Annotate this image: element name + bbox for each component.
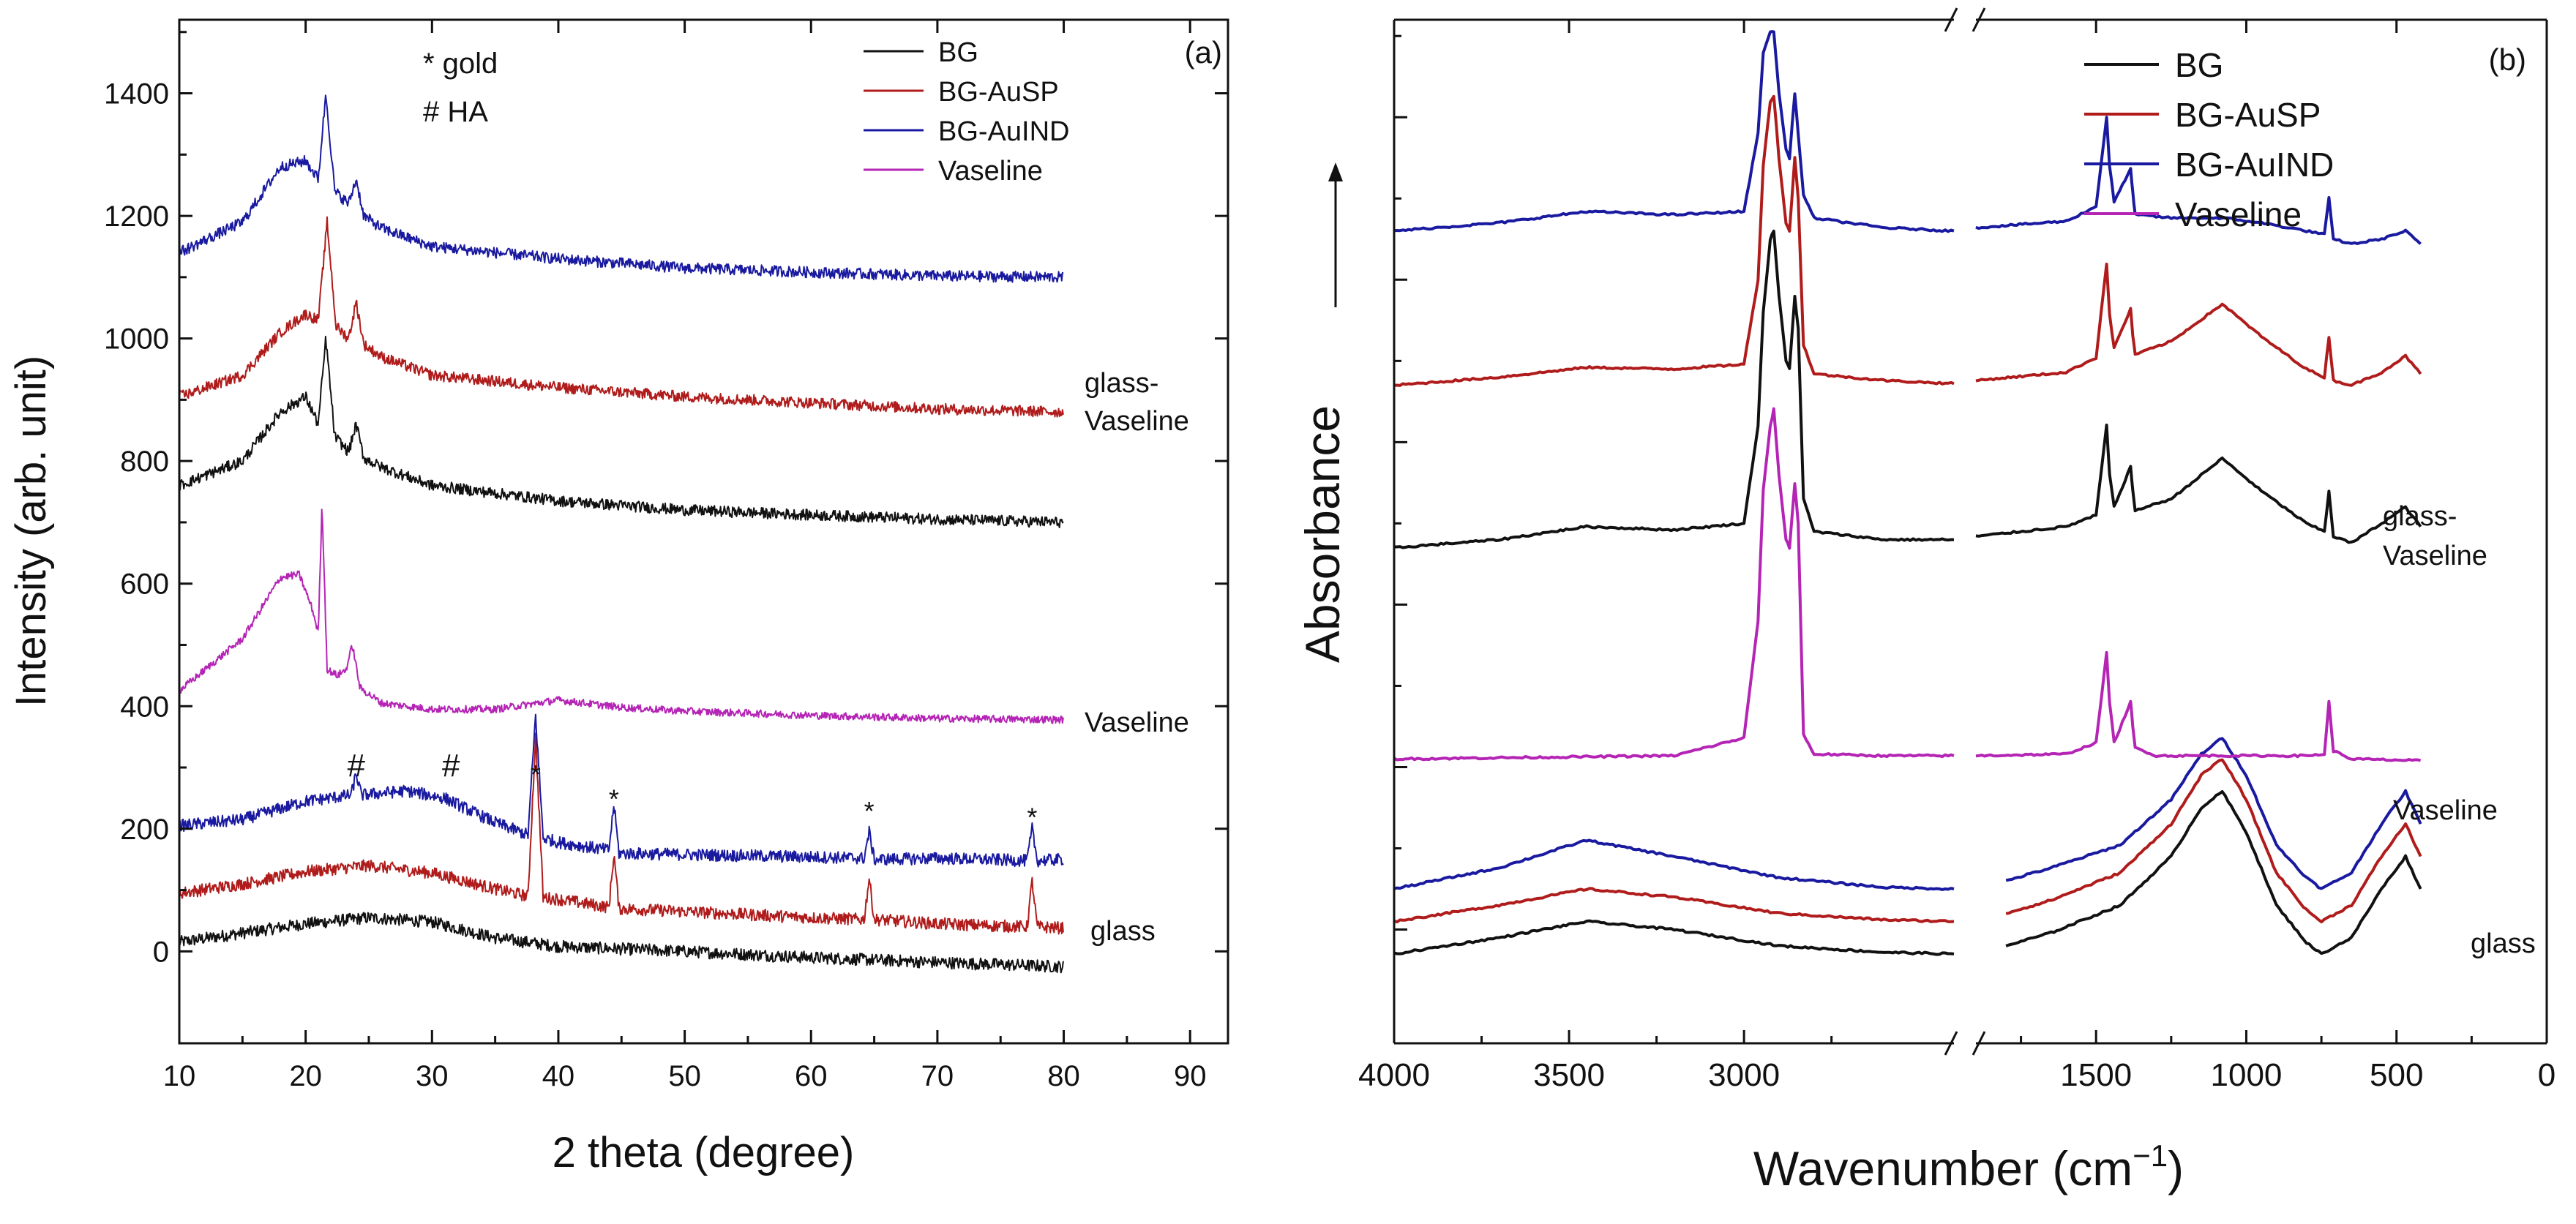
ftir-line-bg-glass-vaseline-low: [1975, 424, 2422, 544]
ftir-series-group: [1393, 30, 2422, 956]
xrd-x-tick-label: 60: [795, 1060, 828, 1092]
xrd-x-tick-label: 20: [289, 1060, 322, 1092]
gold-peak-marker: *: [1027, 803, 1037, 833]
xrd-line-bg-auind-glass-vaseline: [179, 94, 1064, 283]
ftir-x-tick-label: 3500: [1533, 1057, 1605, 1093]
ftir-y-axis-label: Absorbance: [1295, 405, 1349, 663]
gold-peak-marker: *: [864, 796, 875, 826]
xrd-plot-frame: [178, 18, 1229, 1045]
ftir-x-axis-label-main: Wavenumber (cm: [1753, 1141, 2133, 1195]
ha-annotation: # HA: [423, 96, 488, 128]
xrd-x-axis-label: 2 theta (degree): [553, 1129, 855, 1176]
ftir-y-arrow: [1328, 162, 1343, 307]
xrd-group-label-vaseline: Vaseline: [1085, 707, 1189, 738]
xrd-y-tick-label: 1000: [104, 323, 169, 356]
xrd-group-label-glass: glass: [1090, 916, 1156, 947]
xrd-y-tick-label: 400: [120, 691, 169, 723]
xrd-y-tick-label: 1400: [104, 78, 169, 110]
xrd-legend: BG BG-AuSP BG-AuIND Vaseline: [864, 37, 1069, 187]
ftir-x-ticks: 4000 3500 3000 1500 1000 500 0: [1358, 20, 2556, 1093]
ftir-line-bg-auind-glass-vaseline-high: [1393, 30, 1955, 233]
xrd-line-vaseline-vaseline: [179, 508, 1064, 724]
xrd-x-tick-label: 70: [921, 1060, 954, 1092]
xrd-line-bg-ausp-glass: [179, 732, 1064, 935]
xrd-x-tick-label: 80: [1047, 1060, 1080, 1092]
ftir-axis-break-mark: [1944, 1031, 1958, 1056]
ftir-line-bg-ausp-glass-low: [2005, 758, 2422, 924]
ftir-line-bg-glass-vaseline-high: [1393, 229, 1954, 549]
ftir-line-bg-auind-glass-low: [2005, 737, 2422, 890]
ftir-group-label-glass-vaseline-1: glass-: [2383, 501, 2457, 532]
xrd-line-bg-glass-vaseline: [179, 335, 1064, 528]
ftir-x-axis-label-sup: −1: [2133, 1138, 2168, 1173]
ftir-plot-frame: [1393, 7, 2548, 1056]
ftir-x-axis-label-close: ): [2168, 1141, 2184, 1195]
ftir-x-tick-label: 4000: [1358, 1057, 1430, 1093]
ftir-axis-break-mark: [1972, 1031, 1986, 1056]
ftir-line-bg-glass-high: [1393, 919, 1955, 956]
xrd-y-tick-label: 600: [120, 568, 169, 601]
xrd-legend-label-vaseline: Vaseline: [938, 156, 1043, 187]
xrd-legend-label-bg-ausp: BG-AuSP: [938, 77, 1059, 108]
ftir-legend-label-bg-ausp: BG-AuSP: [2175, 96, 2321, 134]
ha-peak-marker: #: [442, 748, 460, 784]
ftir-panel-tag: (b): [2489, 42, 2526, 77]
ftir-line-bg-ausp-glass-vaseline-low: [1975, 263, 2422, 387]
ftir-line-vaseline-vaseline-high: [1393, 407, 1955, 762]
ftir-line-vaseline-vaseline-low: [1975, 650, 2422, 762]
ftir-group-label-vaseline: Vaseline: [2393, 795, 2498, 826]
xrd-line-bg-ausp-glass-vaseline: [179, 216, 1064, 418]
xrd-y-ticks: 0 200 400 600 800 1000 1200 1400: [104, 31, 1228, 968]
ftir-line-bg-auind-glass-vaseline-low: [1975, 116, 2422, 245]
ftir-legend-label-bg: BG: [2175, 46, 2223, 84]
xrd-x-ticks: 10 20 30 40 50 60 70 80 90: [163, 20, 1207, 1092]
ha-peak-marker: #: [347, 748, 365, 784]
ftir-x-tick-label: 1000: [2211, 1057, 2283, 1093]
ftir-line-bg-ausp-glass-vaseline-high: [1393, 94, 1955, 387]
xrd-group-label-glass-vaseline-1: glass-: [1085, 368, 1158, 399]
gold-peak-marker: *: [609, 784, 619, 814]
ftir-legend-label-vaseline: Vaseline: [2175, 195, 2302, 233]
xrd-legend-label-bg-auind: BG-AuIND: [938, 116, 1069, 147]
xrd-x-tick-label: 10: [163, 1060, 196, 1092]
xrd-y-tick-label: 0: [153, 936, 169, 968]
xrd-y-axis-label: Intensity (arb. unit): [7, 356, 55, 707]
ftir-x-tick-label: 500: [2370, 1057, 2423, 1093]
xrd-peak-markers: # # * * * *: [347, 748, 1037, 833]
xrd-x-tick-label: 30: [416, 1060, 449, 1092]
ftir-line-bg-ausp-glass-high: [1393, 887, 1955, 924]
ftir-panel: 4000 3500 3000 1500 1000 500 0 Wavenumber (cm−…: [1295, 7, 2556, 1195]
ftir-group-label-glass-vaseline-2: Vaseline: [2383, 541, 2487, 571]
xrd-line-bg-auind-glass: [179, 713, 1064, 868]
ftir-axis-break-mark: [1972, 7, 1986, 32]
xrd-group-label-glass-vaseline-2: Vaseline: [1085, 406, 1189, 437]
xrd-y-tick-label: 1200: [104, 200, 169, 233]
ftir-x-tick-label: 0: [2538, 1057, 2556, 1093]
ftir-line-bg-auind-glass-high: [1393, 838, 1955, 891]
xrd-y-tick-label: 800: [120, 446, 169, 478]
ftir-group-label-glass: glass: [2471, 928, 2536, 959]
gold-peak-marker: *: [531, 759, 541, 789]
ftir-legend-label-bg-auind: BG-AuIND: [2175, 146, 2334, 184]
xrd-series-group: [179, 94, 1064, 974]
ftir-axis-break-mark: [1944, 7, 1958, 32]
ftir-y-ticks: [1394, 34, 1407, 931]
xrd-x-tick-label: 50: [668, 1060, 701, 1092]
ftir-x-tick-label: 3000: [1708, 1057, 1780, 1093]
ftir-x-tick-label: 1500: [2060, 1057, 2132, 1093]
ftir-legend: BG BG-AuSP BG-AuIND Vaseline: [2084, 46, 2334, 233]
xrd-panel-tag: (a): [1185, 35, 1222, 70]
xrd-legend-label-bg: BG: [938, 37, 978, 68]
xrd-x-tick-label: 90: [1174, 1060, 1207, 1092]
xrd-y-tick-label: 200: [120, 814, 169, 846]
ftir-line-bg-glass-low: [2005, 790, 2422, 955]
ftir-x-axis-label: Wavenumber (cm−1): [1753, 1138, 2184, 1195]
xrd-x-tick-label: 40: [542, 1060, 575, 1092]
xrd-panel: 10 20 30 40 50 60 70 80 90 0 200 400 600 800 1000 1200…: [7, 18, 1229, 1176]
xrd-line-bg-glass: [179, 912, 1064, 974]
gold-annotation: * gold: [423, 48, 498, 80]
